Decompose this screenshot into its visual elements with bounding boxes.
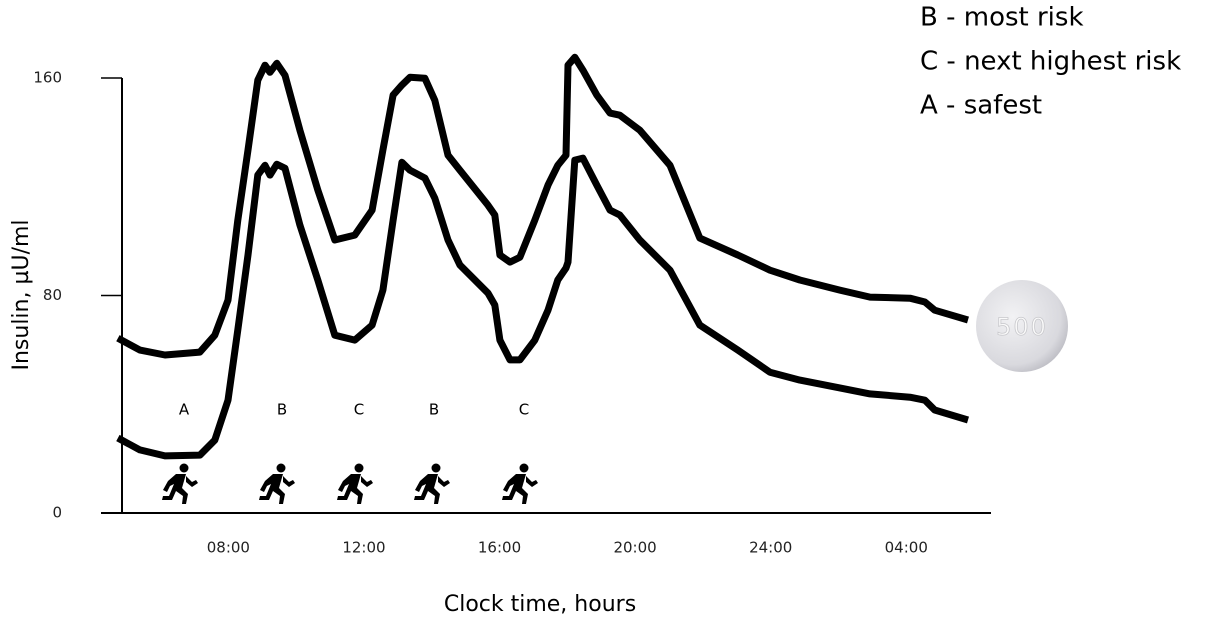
x-tick-label: 12:00 [342,539,385,557]
line [116,154,970,460]
y-tick-label: 160 [33,69,62,87]
pill: 500 [976,280,1068,372]
x-tick-label: 04:00 [885,539,928,557]
x-axis-label: Clock time, hours [444,592,636,617]
zone-label: C [354,401,364,419]
zone-label: B [277,401,287,419]
y-tick-label: 0 [52,504,62,522]
line [116,53,969,359]
x-tick-label: 08:00 [207,539,250,557]
y-axis-label: Insulin, µU/ml [9,219,34,370]
risk-key-entry: B - most risk [920,3,1084,33]
zone-label: A [179,401,190,419]
x-tick-label: 20:00 [613,539,656,557]
zone-label: B [429,401,439,419]
x-tick-label: 24:00 [749,539,792,557]
risk-key-entry: C - next highest risk [920,47,1181,77]
pill-label: 500 [996,313,1048,341]
risk-key-entry: A - safest [920,91,1042,121]
x-tick-label: 16:00 [478,539,521,557]
runners [162,463,538,504]
zone-label: C [519,401,529,419]
y-tick-label: 80 [43,286,62,304]
